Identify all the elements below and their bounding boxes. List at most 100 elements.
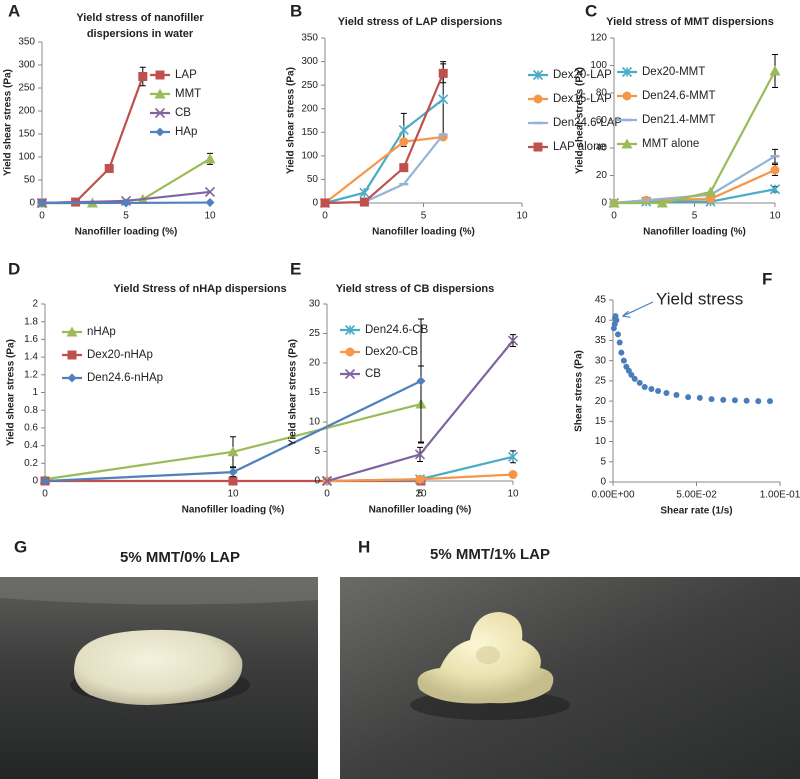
point bbox=[696, 394, 703, 401]
x-tick-label: 0 bbox=[324, 489, 330, 500]
y-tick-label: 250 bbox=[301, 80, 318, 91]
legend-label: Den24.6-nHAp bbox=[87, 372, 163, 384]
y-tick-label: 200 bbox=[301, 103, 318, 114]
panel-label: G bbox=[14, 537, 27, 556]
series-line bbox=[41, 76, 144, 205]
x-tick-label: 5 bbox=[421, 211, 427, 222]
marker bbox=[438, 94, 449, 105]
legend-label: Dex20-CB bbox=[365, 346, 418, 358]
marker bbox=[438, 68, 448, 78]
y-tick-label: 0.8 bbox=[24, 405, 38, 416]
y-tick-label: 1.4 bbox=[24, 352, 38, 363]
x-tick-label: 0.00E+00 bbox=[591, 490, 635, 501]
point bbox=[641, 383, 648, 390]
x-tick-label: 20 bbox=[415, 489, 427, 500]
y-tick-label: 350 bbox=[18, 37, 35, 48]
marker bbox=[769, 184, 781, 195]
point bbox=[766, 398, 773, 405]
y-tick-label: 100 bbox=[590, 60, 607, 71]
legend-marker bbox=[533, 94, 543, 104]
x-axis-label: Nanofiller loading (%) bbox=[182, 505, 285, 516]
x-axis-label: Shear rate (1/s) bbox=[660, 506, 732, 517]
y-axis-label: Shear stress (Pa) bbox=[574, 350, 585, 432]
photo-caption: 5% MMT/1% LAP bbox=[430, 546, 550, 563]
y-tick-label: 35 bbox=[595, 335, 607, 346]
y-tick-label: 2 bbox=[32, 299, 38, 310]
y-tick-label: 0 bbox=[32, 476, 38, 487]
marker bbox=[205, 198, 215, 208]
x-axis-label: Nanofiller loading (%) bbox=[369, 505, 472, 516]
y-tick-label: 50 bbox=[24, 175, 36, 186]
legend-label: MMT bbox=[175, 88, 201, 100]
chart-title: dispersions in water bbox=[87, 28, 194, 40]
x-tick-label: 0 bbox=[611, 211, 617, 222]
marker bbox=[706, 194, 716, 204]
photo-h bbox=[340, 577, 800, 779]
point bbox=[731, 397, 738, 404]
y-tick-label: 300 bbox=[301, 56, 318, 67]
chart: A Yield stress of nanofiller dispersions i… bbox=[3, 1, 216, 237]
x-tick-label: 10 bbox=[204, 211, 216, 222]
legend-marker bbox=[66, 326, 78, 337]
y-axis-label: Yield shear stress (Pa) bbox=[6, 339, 17, 446]
photo-caption: 5% MMT/0% LAP bbox=[120, 549, 240, 566]
y-tick-label: 25 bbox=[309, 328, 321, 339]
x-tick-label: 5.00E-02 bbox=[676, 490, 717, 501]
x-axis-label: Nanofiller loading (%) bbox=[372, 227, 475, 238]
marker bbox=[399, 137, 409, 147]
series-line bbox=[42, 157, 211, 205]
y-tick-label: 0 bbox=[29, 198, 35, 209]
legend-marker bbox=[345, 347, 355, 357]
point bbox=[616, 339, 623, 346]
legend-marker bbox=[154, 88, 166, 99]
y-tick-label: 20 bbox=[309, 358, 321, 369]
legend-label: CB bbox=[175, 107, 191, 119]
y-tick-label: 0 bbox=[600, 477, 606, 488]
x-tick-label: 10 bbox=[769, 211, 781, 222]
point bbox=[655, 388, 662, 394]
y-tick-label: 0.4 bbox=[24, 440, 38, 451]
marker bbox=[769, 65, 781, 76]
point bbox=[628, 371, 635, 378]
marker bbox=[399, 163, 409, 173]
marker bbox=[138, 72, 148, 81]
x-tick-label: 5 bbox=[123, 211, 129, 222]
legend-label: Den24.6-CB bbox=[365, 324, 429, 336]
series-line bbox=[324, 133, 445, 205]
legend-marker bbox=[622, 91, 632, 101]
photo-g bbox=[0, 577, 318, 779]
legend-label: Den21.4-MMT bbox=[642, 114, 716, 126]
chart-title: Yield stress of LAP dispersions bbox=[338, 16, 502, 28]
x-tick-label: 5 bbox=[692, 211, 698, 222]
point bbox=[636, 379, 643, 386]
marker bbox=[321, 475, 333, 487]
point bbox=[618, 349, 625, 356]
legend-label: Den24.6-MMT bbox=[642, 90, 716, 102]
y-tick-label: 300 bbox=[18, 60, 35, 71]
point bbox=[708, 396, 715, 403]
series-line bbox=[614, 70, 776, 205]
y-tick-label: 60 bbox=[596, 115, 608, 126]
marker bbox=[705, 186, 717, 197]
legend-marker bbox=[154, 107, 166, 119]
y-tick-label: 0 bbox=[312, 198, 318, 209]
marker bbox=[770, 165, 780, 175]
x-tick-label: 10 bbox=[227, 489, 239, 500]
series-line bbox=[324, 72, 445, 205]
legend-label: LAP bbox=[175, 69, 197, 81]
series-line bbox=[613, 168, 776, 205]
marker bbox=[204, 186, 216, 198]
y-tick-label: 120 bbox=[590, 33, 607, 44]
marker bbox=[37, 198, 47, 208]
marker bbox=[204, 153, 216, 164]
legend-marker bbox=[344, 324, 356, 336]
chart-title: Yield stress of CB dispersions bbox=[336, 283, 495, 295]
legend-label: CB bbox=[365, 368, 381, 380]
y-tick-label: 40 bbox=[595, 315, 607, 326]
panel-label: D bbox=[8, 259, 20, 278]
y-tick-label: 0 bbox=[601, 198, 607, 209]
legend-label: LAP alone bbox=[553, 141, 606, 153]
marker bbox=[656, 197, 668, 208]
y-tick-label: 80 bbox=[596, 88, 608, 99]
